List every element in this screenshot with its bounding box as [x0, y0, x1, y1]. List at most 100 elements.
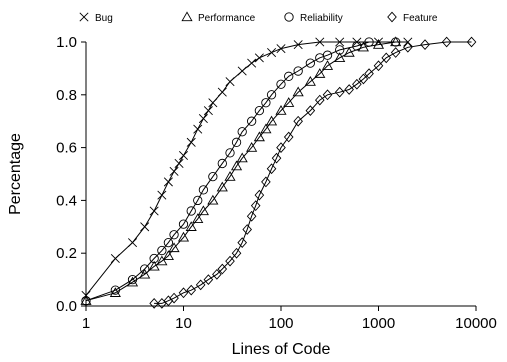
- x-tick-label: 1000: [362, 315, 395, 332]
- data-point: [197, 205, 209, 216]
- data-point: [305, 58, 316, 68]
- data-point: [266, 90, 277, 100]
- data-point: [224, 171, 236, 181]
- data-point: [110, 285, 121, 295]
- data-point: [305, 105, 316, 117]
- x-tick-label: 100: [268, 315, 293, 332]
- series-feature: [149, 36, 477, 309]
- y-tick-label: 0.4: [56, 192, 77, 209]
- legend-marker-diamond: [387, 11, 397, 23]
- data-point: [321, 60, 334, 70]
- data-point: [178, 151, 189, 161]
- y-tick-label: 0.0: [56, 298, 77, 315]
- data-point: [364, 68, 374, 80]
- data-point: [217, 158, 227, 169]
- data-point: [186, 137, 196, 147]
- data-point: [231, 137, 242, 147]
- series-group: [80, 36, 477, 309]
- data-point: [246, 141, 258, 152]
- data-point: [207, 194, 219, 205]
- data-point: [177, 231, 190, 242]
- data-point: [246, 210, 257, 222]
- data-point: [212, 268, 222, 280]
- data-point: [358, 73, 369, 85]
- series-bug: [81, 37, 413, 300]
- data-point: [420, 39, 430, 51]
- data-point: [217, 87, 227, 97]
- data-point: [466, 36, 477, 48]
- data-point: [261, 98, 271, 108]
- data-point: [163, 177, 173, 187]
- data-point: [157, 245, 167, 256]
- axes: [85, 42, 476, 307]
- data-point: [322, 50, 333, 60]
- data-point: [322, 89, 333, 101]
- x-tick-label: 1: [82, 315, 90, 332]
- data-point: [140, 264, 150, 274]
- legend-item-feature: Feature: [387, 11, 438, 24]
- data-point: [186, 206, 196, 216]
- data-point: [148, 260, 160, 271]
- data-point: [230, 160, 243, 171]
- series-line: [85, 41, 408, 296]
- data-point: [149, 297, 159, 309]
- data-point: [254, 53, 264, 63]
- series-line: [85, 41, 396, 302]
- data-point: [140, 222, 150, 232]
- legend-marker-x: [79, 12, 89, 22]
- legend-marker-triangle: [181, 11, 193, 22]
- data-point: [334, 52, 346, 62]
- data-point: [352, 41, 362, 51]
- data-point: [292, 86, 304, 97]
- data-point: [178, 287, 189, 299]
- data-point: [293, 40, 303, 50]
- data-point: [109, 287, 121, 297]
- data-point: [163, 237, 174, 248]
- data-point: [149, 206, 159, 216]
- y-axis-title: Percentage: [7, 133, 24, 215]
- data-point: [169, 292, 179, 304]
- data-point: [231, 247, 242, 259]
- data-point: [335, 37, 345, 47]
- data-point: [271, 152, 282, 164]
- data-point: [314, 94, 325, 106]
- data-point: [208, 98, 218, 108]
- legend-label: Feature: [403, 13, 438, 24]
- data-point: [403, 41, 413, 53]
- data-point: [156, 255, 168, 266]
- legend-item-bug: Bug: [79, 12, 113, 24]
- data-point: [169, 230, 179, 240]
- data-point: [283, 131, 294, 143]
- data-point: [276, 79, 286, 89]
- data-point: [266, 163, 277, 175]
- data-point: [372, 39, 385, 49]
- legend-item-performance: Performance: [181, 11, 256, 24]
- data-point: [364, 37, 374, 47]
- data-point: [225, 77, 235, 87]
- data-point: [127, 274, 138, 285]
- data-point: [254, 189, 265, 201]
- data-point: [186, 284, 197, 296]
- data-point: [193, 124, 203, 134]
- series-reliability: [81, 37, 401, 306]
- data-point: [334, 86, 345, 98]
- data-point: [314, 68, 326, 78]
- data-point: [162, 250, 174, 260]
- y-tick-label: 0.8: [56, 87, 77, 104]
- data-point: [247, 58, 257, 68]
- data-point: [352, 78, 362, 90]
- legend-label: Reliability: [300, 13, 343, 24]
- data-point: [169, 166, 179, 176]
- data-point: [192, 213, 204, 224]
- ticks: 1 10 100 1000 10000 0.0 0.2 0.4 0.6 0.8 1.0: [56, 34, 497, 332]
- data-point: [284, 71, 294, 81]
- data-point: [225, 255, 235, 267]
- x-axis-title: Lines of Code: [232, 341, 331, 358]
- data-point: [261, 176, 271, 188]
- data-point: [344, 84, 354, 95]
- data-point: [293, 115, 303, 127]
- data-point: [81, 296, 91, 306]
- data-point: [237, 127, 247, 137]
- legend-marker-circle: [284, 12, 294, 22]
- data-point: [178, 219, 189, 229]
